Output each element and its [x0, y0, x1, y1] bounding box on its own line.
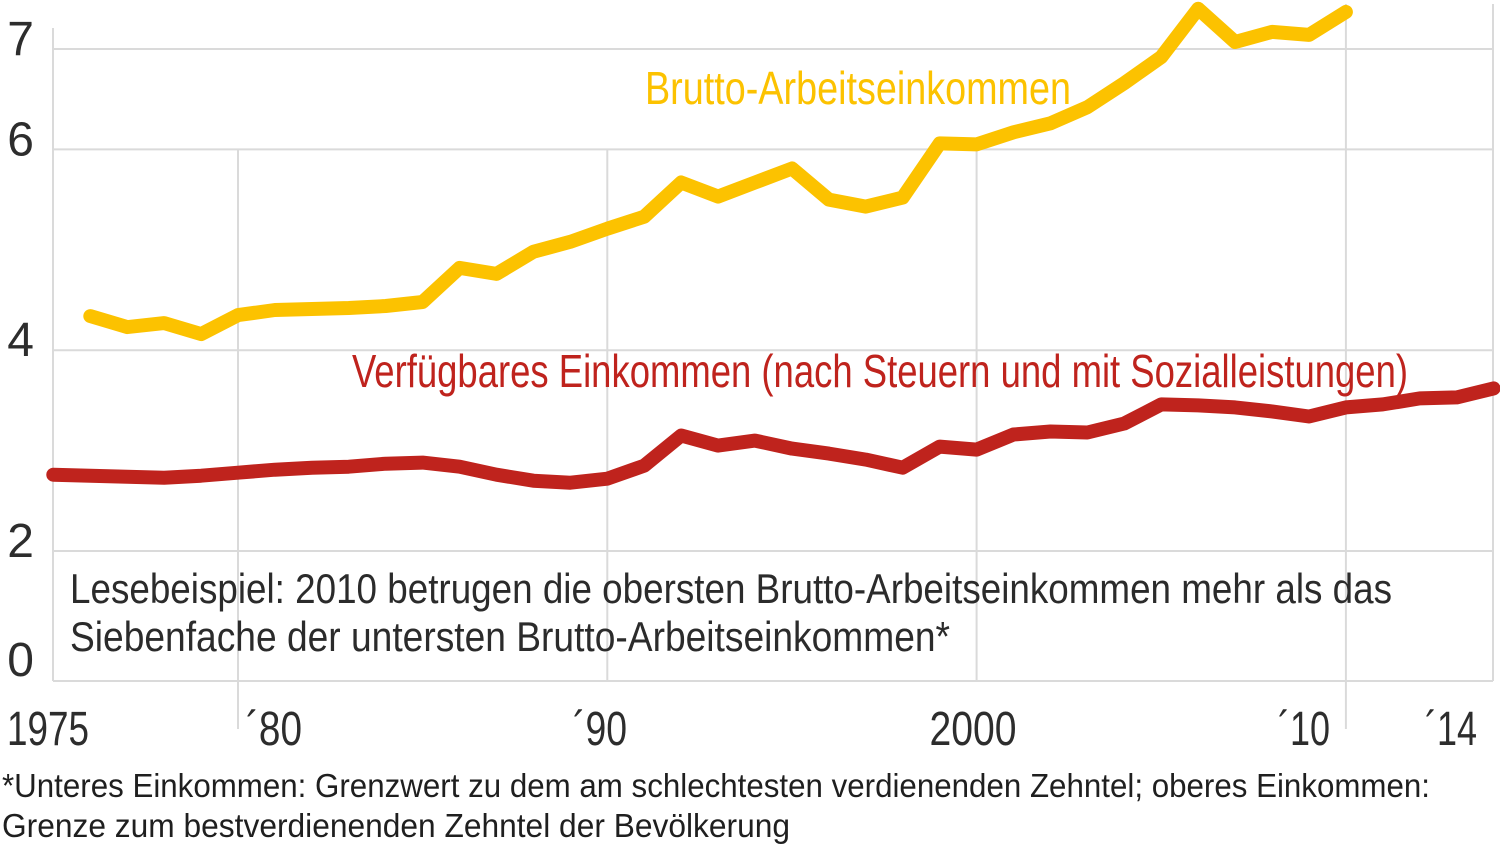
annotation-line-2: Siebenfache der untersten Brutto-Arbeits…	[70, 613, 950, 660]
x-axis-label-1980: ´80	[246, 703, 302, 756]
series-label-brutto: Brutto-Arbeitseinkommen	[645, 62, 1071, 114]
y-axis-label-7: 7	[7, 13, 34, 66]
axis-frame	[52, 4, 1494, 682]
data-series	[46, 1, 1500, 490]
line-verfuegbares-einkommen	[46, 381, 1500, 490]
x-axis-label-1990: ´90	[573, 703, 627, 756]
y-axis-label-6: 6	[7, 113, 34, 166]
axis-tick-labels: 0 2 4 6 7 1975 ´80 ´90 2000 ´10 ´14	[7, 13, 1477, 756]
annotation-line-1: Lesebeispiel: 2010 betrugen die obersten…	[70, 565, 1392, 612]
y-axis-label-2: 2	[7, 515, 34, 568]
series-label-verfuegbar: Verfügbares Einkommen (nach Steuern und …	[352, 345, 1408, 397]
x-axis-label-1975: 1975	[7, 703, 89, 756]
footnote-line-2: Grenze zum bestverdienenden Zehntel der …	[2, 807, 790, 844]
line-brutto-arbeitseinkommen	[83, 1, 1353, 342]
x-axis-label-2010: ´10	[1278, 703, 1330, 756]
footnote-line-1: *Unteres Einkommen: Grenzwert zu dem am …	[2, 767, 1430, 804]
y-axis-label-0: 0	[7, 634, 34, 687]
y-axis-label-4: 4	[7, 314, 34, 367]
x-axis-label-2000: 2000	[930, 703, 1017, 756]
x-axis-label-2014: ´14	[1425, 703, 1477, 756]
